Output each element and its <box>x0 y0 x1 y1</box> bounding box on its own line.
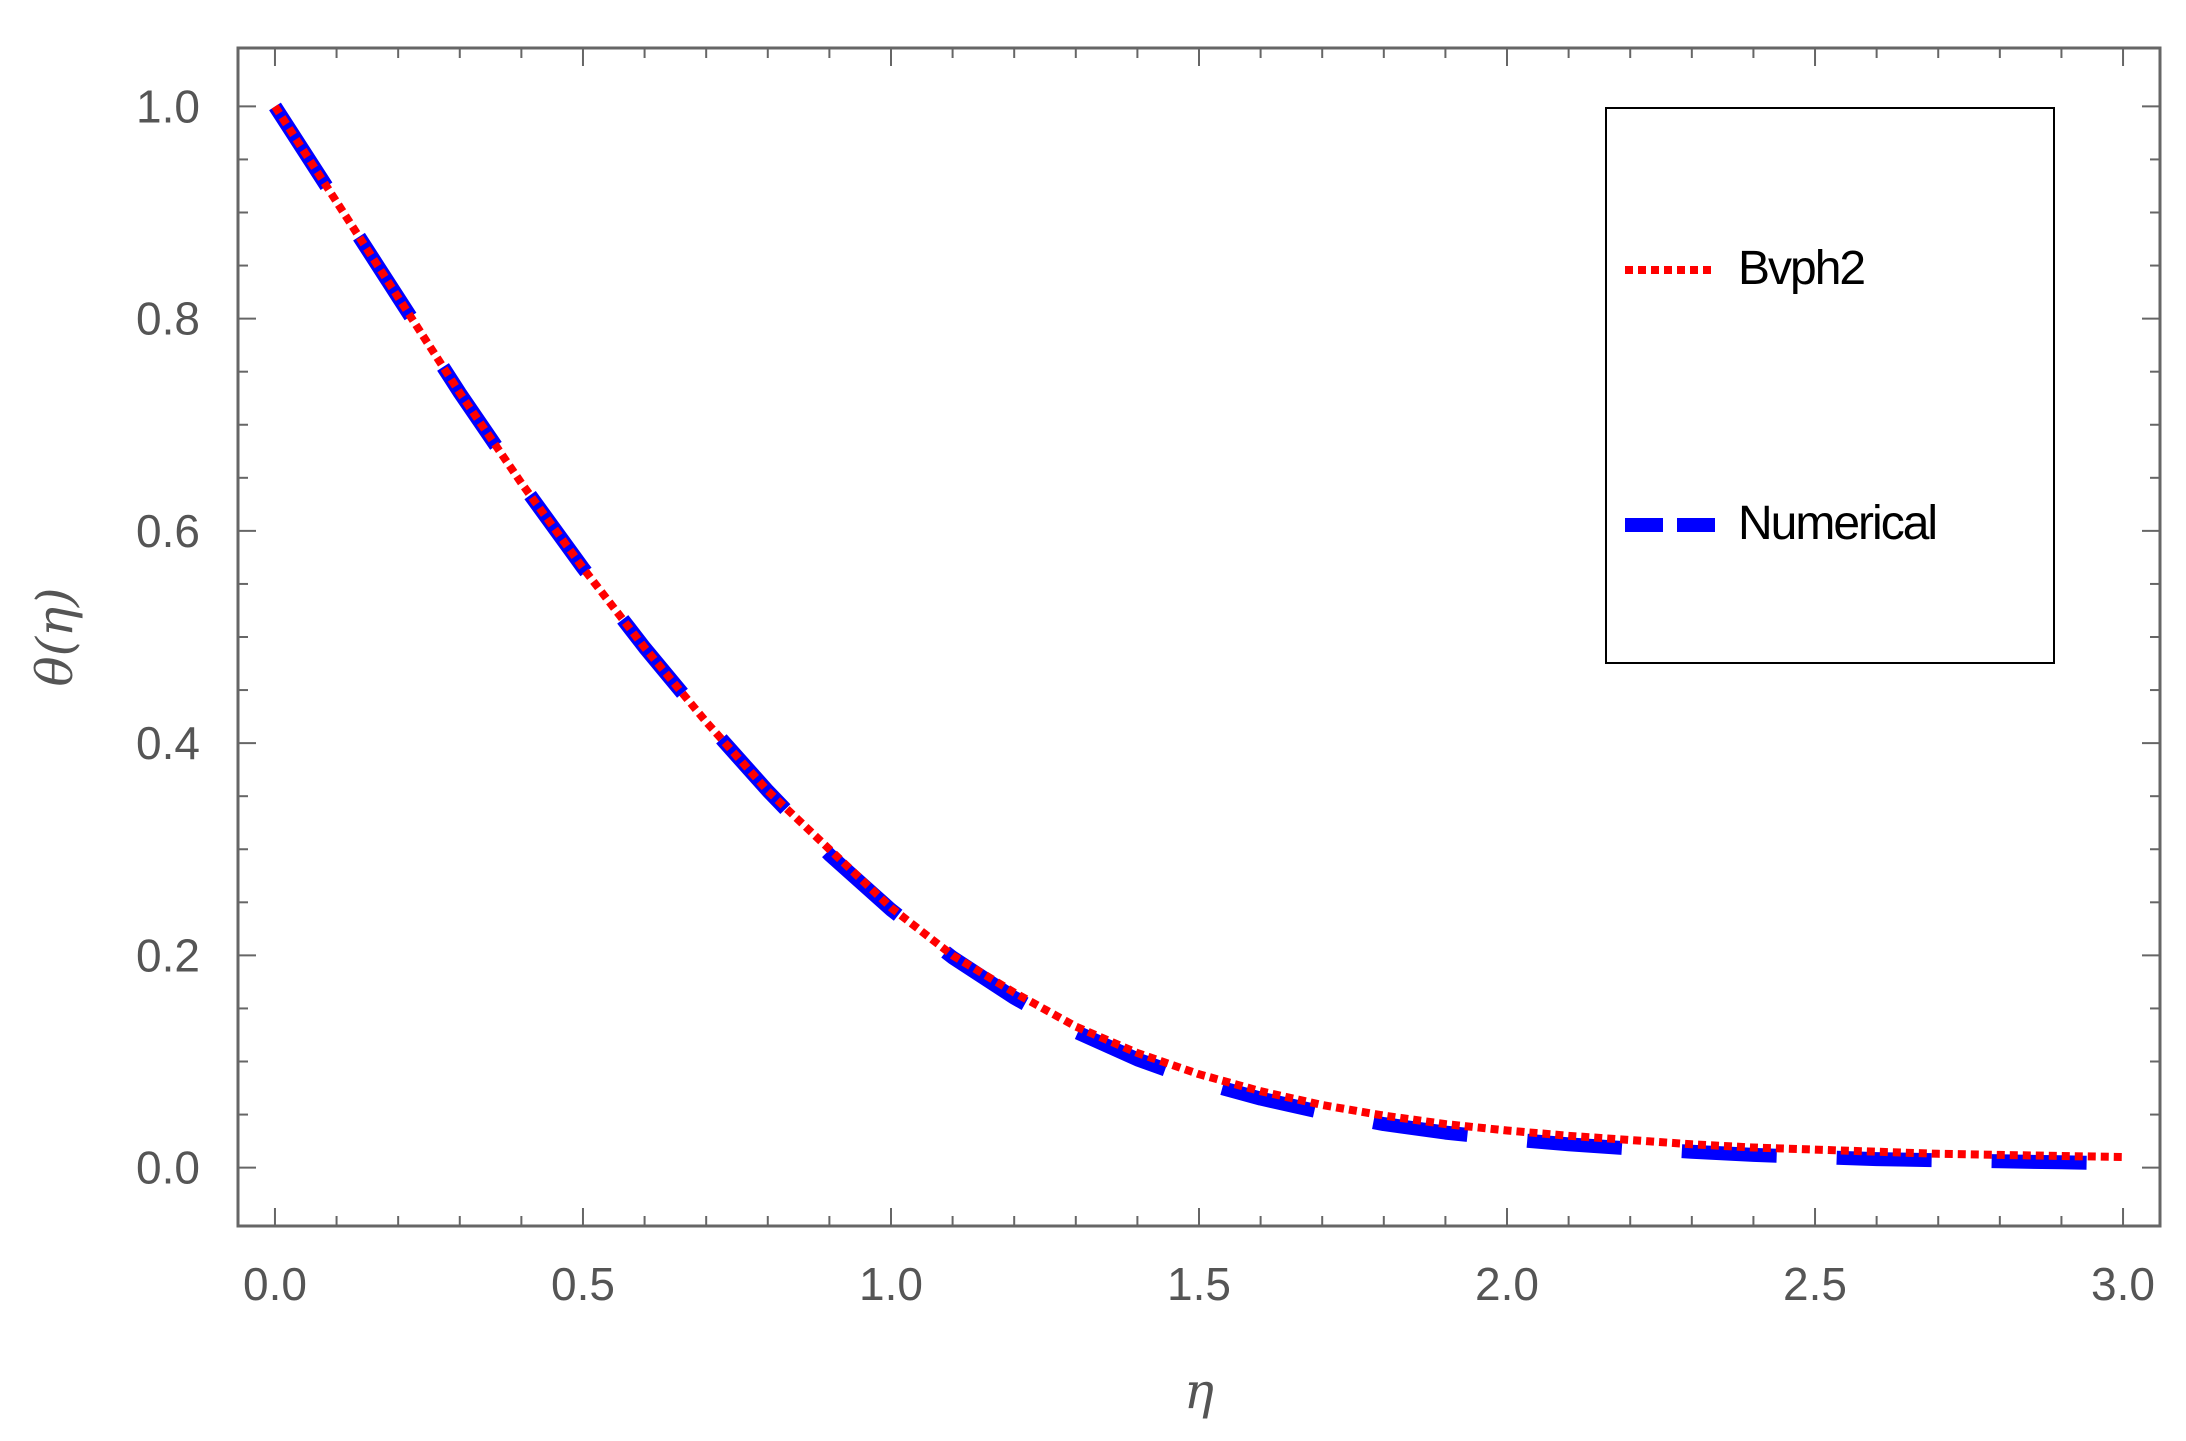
x-tick-label: 1.5 <box>1167 1258 1231 1310</box>
y-tick-label: 0.0 <box>136 1142 200 1194</box>
x-tick-label: 3.0 <box>2091 1258 2155 1310</box>
ticks <box>238 48 2160 1226</box>
legend: Bvph2 Numerical <box>1605 107 2055 664</box>
x-tick-label: 2.0 <box>1475 1258 1539 1310</box>
x-axis-label: η <box>1184 1362 1214 1420</box>
x-tick-label: 2.5 <box>1783 1258 1847 1310</box>
y-tick-label: 0.8 <box>136 293 200 345</box>
legend-label-numerical: Numerical <box>1738 497 1936 550</box>
x-tick-label: 0.5 <box>551 1258 615 1310</box>
tick-labels: 0.0 0.5 1.0 1.5 2.0 2.5 3.0 0.0 0.2 0.4 0.6 0.8 1.0 <box>136 80 2155 1310</box>
legend-label-bvph2: Bvph2 <box>1738 242 1864 295</box>
x-tick-label: 1.0 <box>859 1258 923 1310</box>
series <box>269 102 2124 1171</box>
y-tick-label: 0.4 <box>136 717 200 769</box>
series-line-numerical <box>269 102 2124 1171</box>
y-tick-label: 0.6 <box>136 505 200 557</box>
legend-box <box>1605 107 2055 664</box>
y-axis-label: θ(η) <box>26 587 84 686</box>
x-tick-label: 0.0 <box>243 1258 307 1310</box>
y-tick-label: 0.2 <box>136 929 200 981</box>
series-line-bvph2 <box>271 104 2124 1161</box>
y-tick-label: 1.0 <box>136 80 200 132</box>
